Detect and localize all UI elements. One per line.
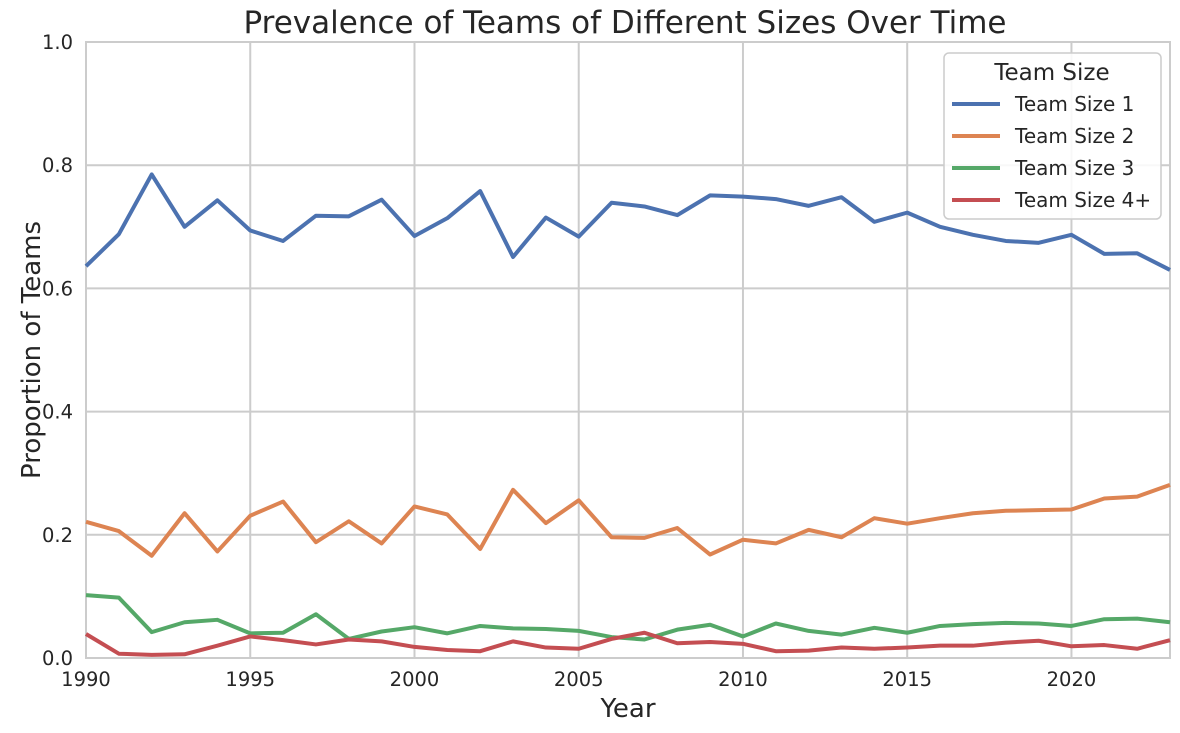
legend-entries: Team Size 1 Team Size 2 Team Size 3 Team Si…: [952, 92, 1151, 212]
y-tick-label: 1.0: [42, 31, 73, 54]
x-tick-label: 2010: [718, 668, 768, 691]
series-line-4: [84, 630, 1171, 657]
y-tick-label: 0.4: [42, 401, 73, 424]
y-tick-label: 0.0: [42, 647, 73, 670]
legend-label: Team Size 3: [1014, 156, 1134, 180]
legend-title: Team Size: [993, 60, 1109, 86]
series-lines: [84, 172, 1171, 657]
x-tick-label: 1990: [61, 668, 111, 691]
x-axis-ticks: 1990 1995 2000 2005 2010 2015 2020: [61, 668, 1096, 691]
x-tick-label: 2015: [882, 668, 932, 691]
y-tick-label: 0.2: [42, 524, 73, 547]
y-tick-label: 0.8: [42, 154, 73, 177]
legend-label: Team Size 4+: [1014, 188, 1151, 212]
series-line-2: [85, 483, 1171, 558]
x-tick-label: 2005: [554, 668, 604, 691]
legend-label: Team Size 2: [1014, 124, 1134, 148]
y-tick-label: 0.6: [42, 277, 73, 300]
series-line-3: [85, 593, 1171, 642]
y-axis-ticks: 0.0 0.2 0.4 0.6 0.8 1.0: [42, 31, 73, 670]
x-axis-label: Year: [599, 694, 655, 724]
x-tick-label: 1995: [225, 668, 275, 691]
legend-frame: [943, 52, 1162, 220]
legend-label: Team Size 1: [1014, 92, 1134, 116]
x-tick-label: 2020: [1047, 668, 1097, 691]
plot-area-border: [85, 41, 1171, 659]
x-tick-label: 2000: [390, 668, 440, 691]
chart-title: Prevalence of Teams of Different Sizes O…: [244, 5, 1007, 41]
series-line-1: [84, 172, 1171, 272]
y-axis-label: Proportion of Teams: [17, 221, 47, 479]
